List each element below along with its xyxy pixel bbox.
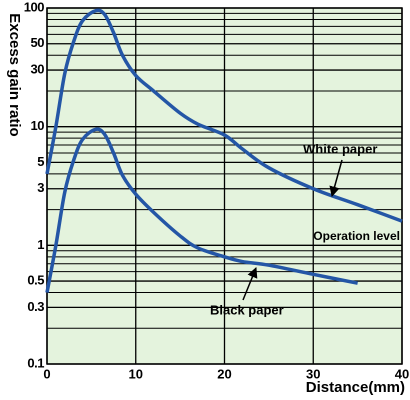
y-tick-label: 10 (31, 118, 45, 133)
x-tick-label: 20 (217, 366, 231, 381)
y-tick-label: 30 (31, 61, 45, 76)
x-tick-label: 30 (306, 366, 320, 381)
y-tick-label: 0.1 (27, 355, 44, 370)
annotation-arrow (242, 267, 258, 301)
annotation: Black paper (210, 302, 284, 317)
annotation: Operation level (313, 229, 400, 243)
series-line (45, 127, 358, 293)
series-line (45, 8, 403, 223)
y-tick-label: 100 (24, 0, 44, 14)
y-tick-label: 50 (31, 35, 45, 50)
y-tick-label: 1 (37, 237, 44, 252)
y-tick-label: 0.3 (27, 299, 44, 314)
y-tick-label: 3 (37, 180, 44, 195)
plot-border (46, 7, 403, 365)
y-tick-label: 5 (37, 154, 44, 169)
x-tick-label: 10 (129, 366, 143, 381)
annotation: White paper (303, 141, 377, 156)
y-axis-title: Excess gain ratio (6, 13, 23, 136)
x-tick-label: 0 (43, 366, 50, 381)
x-axis-title: Distance(mm) (306, 379, 405, 396)
annotation-arrow (329, 159, 343, 198)
y-tick-label: 0.5 (27, 272, 44, 287)
x-tick-label: 40 (395, 366, 409, 381)
